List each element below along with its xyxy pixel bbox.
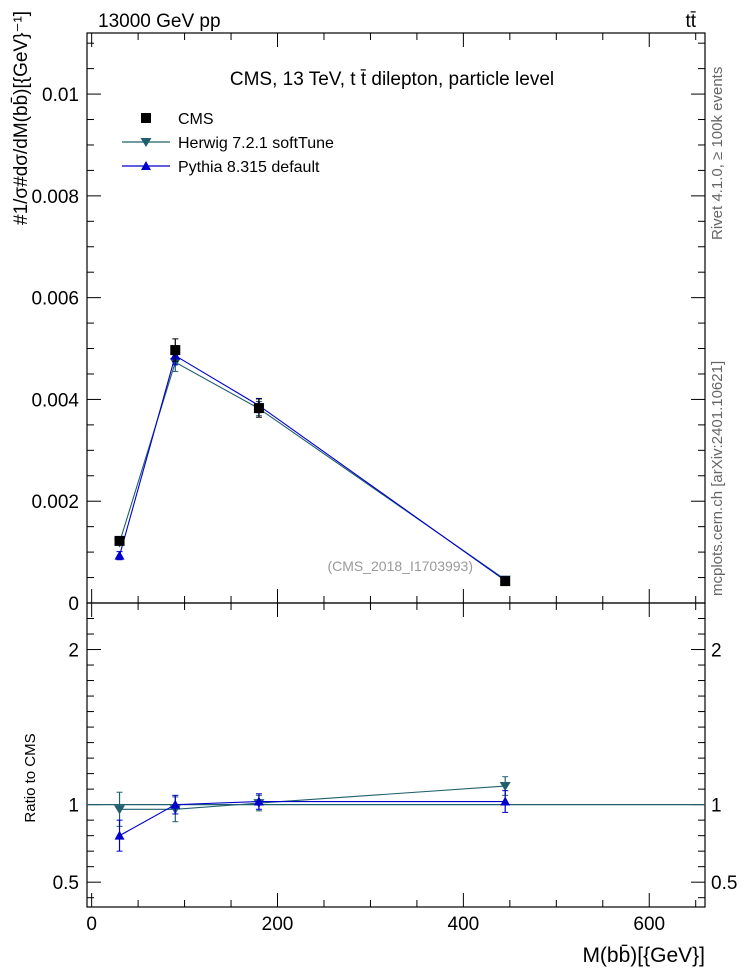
data-point <box>253 403 264 414</box>
x-tick-label: 400 <box>448 914 480 935</box>
y-tick-label: 0.01 <box>42 85 79 106</box>
plot-frames <box>86 32 706 908</box>
ratio-data-point <box>253 796 264 806</box>
data-point <box>114 535 125 546</box>
x-tick-label: 0 <box>86 914 97 935</box>
series-line <box>119 361 506 581</box>
y-tick-label: 0 <box>68 594 79 615</box>
y-tick-label: 0.004 <box>31 390 79 411</box>
legend-label: Herwig 7.2.1 softTune <box>178 135 334 152</box>
y-tick-label: 0.008 <box>31 187 79 208</box>
y-tick-label: 0.002 <box>31 492 79 513</box>
header-right-label: tt̄ <box>685 11 696 32</box>
x-axis-title: M(bb̄)[{GeV}] <box>582 944 705 967</box>
data-point <box>114 550 125 560</box>
ratio-y-axis-title: Ratio to CMS <box>22 733 39 822</box>
data-point <box>170 345 181 356</box>
ratio-data-point <box>114 830 125 840</box>
ratio-panel-marks <box>87 776 705 852</box>
legend: CMS Herwig 7.2.1 softTune Pythia 8.315 def… <box>122 111 334 176</box>
legend-marker <box>141 113 151 123</box>
series-line <box>118 354 506 582</box>
ratio-data-point <box>499 782 511 792</box>
axis-ticks <box>87 33 705 907</box>
chart-title: CMS, 13 TeV, t t̄ dilepton, particle lev… <box>230 69 554 90</box>
y-axis-title: #1/σ#dσ/dM(bb̄)[{GeV}⁻¹] <box>11 11 32 225</box>
x-tick-label: 600 <box>633 914 665 935</box>
ratio-y-tick-label-right: 0.5 <box>711 873 737 894</box>
rivet-version-label: Rivet 4.1.0, ≥ 100k events <box>709 67 726 240</box>
header-left-label: 13000 GeV pp <box>98 11 221 32</box>
ratio-panel-frame <box>86 602 706 908</box>
ratio-y-tick-label-right: 2 <box>711 641 722 662</box>
ratio-data-point <box>170 799 181 809</box>
ratio-data-point <box>500 796 511 806</box>
axis-tick-labels: 0 0.002 0.004 0.006 0.008 0.01 0 200 400 600 0.5 0.… <box>31 85 737 935</box>
ratio-y-tick-label-left: 1 <box>68 796 79 817</box>
watermark-label: (CMS_2018_I1703993) <box>327 558 473 574</box>
data-point <box>500 576 511 587</box>
main-panel-marks <box>114 338 511 587</box>
ratio-y-tick-label-left: 2 <box>68 641 79 662</box>
legend-marker <box>141 161 151 170</box>
y-tick-label: 0.006 <box>31 289 79 310</box>
ratio-series-line <box>119 785 506 810</box>
ratio-data-point <box>114 805 126 815</box>
legend-marker <box>140 138 152 147</box>
legend-label: Pythia 8.315 default <box>178 159 320 176</box>
ratio-series-line <box>119 800 506 837</box>
x-tick-label: 200 <box>262 914 294 935</box>
ratio-y-tick-label-left: 0.5 <box>53 873 79 894</box>
mcplots-label: mcplots.cern.ch [arXiv:2401.10621] <box>709 361 726 596</box>
ratio-y-tick-label-right: 1 <box>711 796 722 817</box>
legend-label: CMS <box>178 111 214 128</box>
